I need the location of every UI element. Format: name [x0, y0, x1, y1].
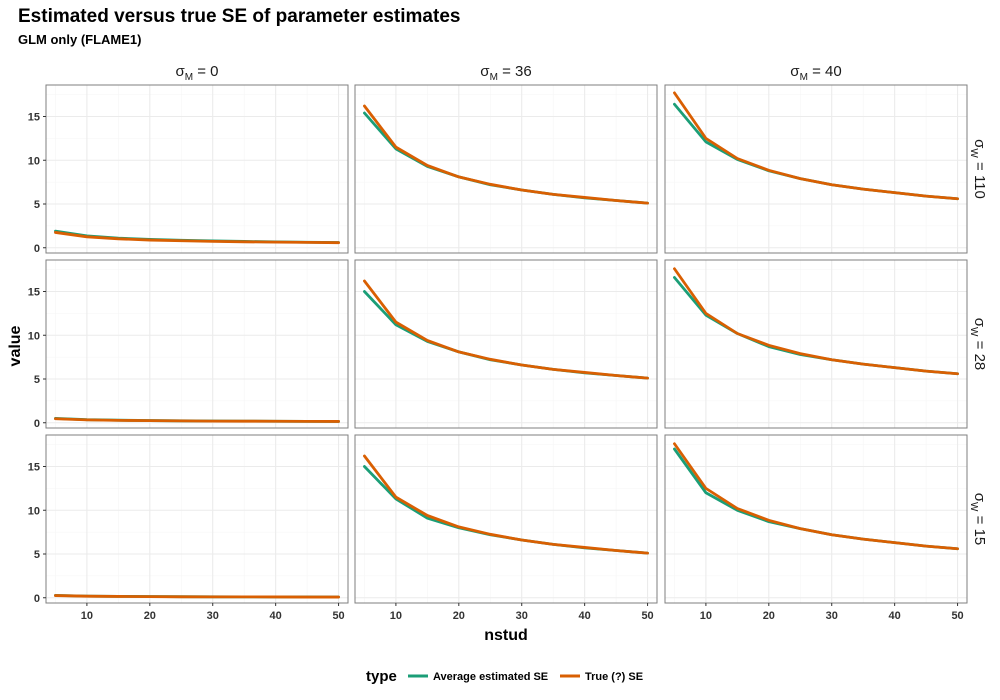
y-tick-label: 5	[34, 374, 40, 386]
panel-r0-c1	[354, 84, 658, 254]
panel-r1-c1	[354, 259, 658, 429]
series-line-true-r0-c2	[673, 91, 959, 201]
x-tick-label: 10	[81, 610, 93, 622]
panel-background	[355, 85, 657, 253]
x-tick-label: 10	[390, 610, 402, 622]
y-tick-label: 10	[28, 505, 40, 517]
x-tick-label: 50	[641, 610, 653, 622]
panel-r1-c0: 0 5 10 15	[28, 259, 349, 430]
y-tick-label: 5	[34, 549, 40, 561]
series-line-true-r2-c1	[363, 454, 649, 555]
series-line-true-r1-c1	[363, 279, 649, 380]
x-tick-label: 40	[889, 610, 901, 622]
panel-background	[665, 435, 967, 603]
panel-background	[665, 85, 967, 253]
panel-background	[46, 260, 348, 428]
chart-title: Estimated versus true SE of parameter es…	[18, 6, 460, 27]
panel-border	[45, 259, 349, 429]
y-tick-label: 0	[34, 243, 40, 255]
x-tick-label: 10	[700, 610, 712, 622]
x-tick-label: 50	[951, 610, 963, 622]
panel-border	[664, 434, 968, 604]
panel-border	[45, 434, 349, 604]
panel-r1-c2	[664, 259, 968, 429]
legend: type Average estimated SE True (?) SE	[366, 668, 643, 685]
panel-background	[355, 260, 657, 428]
panel-r2-c2: 10 20 30 40 50	[664, 434, 968, 622]
y-tick-label: 10	[28, 155, 40, 167]
y-axis-label: value	[7, 325, 24, 366]
row-facet-label-2: σW = 15	[968, 493, 988, 546]
y-tick-label: 5	[34, 199, 40, 211]
legend-label-true: True (?) SE	[585, 671, 643, 683]
panel-border	[354, 84, 658, 254]
x-tick-label: 30	[207, 610, 219, 622]
panel-background	[46, 85, 348, 253]
chart-subtitle: GLM only (FLAME1)	[18, 32, 142, 47]
legend-title: type	[366, 668, 397, 685]
panel-border	[664, 84, 968, 254]
x-tick-label: 30	[516, 610, 528, 622]
x-tick-label: 20	[453, 610, 465, 622]
x-tick-label: 20	[144, 610, 156, 622]
y-tick-label: 0	[34, 418, 40, 430]
panel-r0-c2	[664, 84, 968, 254]
panel-background	[665, 260, 967, 428]
panel-background	[46, 435, 348, 603]
x-tick-label: 40	[270, 610, 282, 622]
row-facet-label-1: σW = 28	[968, 318, 988, 371]
y-tick-label: 15	[28, 287, 40, 299]
panel-r2-c1: 10 20 30 40 50	[354, 434, 658, 622]
series-line-true-r0-c0	[54, 231, 340, 245]
x-tick-label: 40	[579, 610, 591, 622]
panels: σM = 0 σM = 36 σM = 40 σW = 110 σW = 28 σW = …	[28, 63, 988, 622]
panel-border	[45, 84, 349, 254]
y-tick-label: 15	[28, 112, 40, 124]
panel-border	[664, 259, 968, 429]
series-line-true-r2-c0	[54, 594, 340, 599]
x-tick-label: 50	[332, 610, 344, 622]
panel-r2-c0: 0 5 10 15 10 20 30 40 50	[28, 434, 349, 622]
series-line-true-r1-c0	[54, 417, 340, 423]
col-facet-label-1: σM = 36	[480, 63, 531, 83]
legend-label-average: Average estimated SE	[433, 671, 548, 683]
panel-border	[354, 434, 658, 604]
y-tick-label: 0	[34, 593, 40, 605]
series-line-true-r1-c2	[673, 267, 959, 376]
col-facet-label-0: σM = 0	[175, 63, 218, 83]
series-line-true-r2-c2	[673, 442, 959, 551]
col-facet-label-2: σM = 40	[790, 63, 841, 83]
panel-r0-c0: 0 5 10 15	[28, 84, 349, 255]
y-tick-label: 10	[28, 330, 40, 342]
panel-border	[354, 259, 658, 429]
y-tick-label: 15	[28, 462, 40, 474]
panel-background	[355, 435, 657, 603]
x-tick-label: 30	[826, 610, 838, 622]
series-line-true-r0-c1	[363, 104, 649, 205]
x-tick-label: 20	[763, 610, 775, 622]
row-facet-label-0: σW = 110	[968, 139, 988, 199]
x-axis-label: nstud	[484, 627, 528, 644]
